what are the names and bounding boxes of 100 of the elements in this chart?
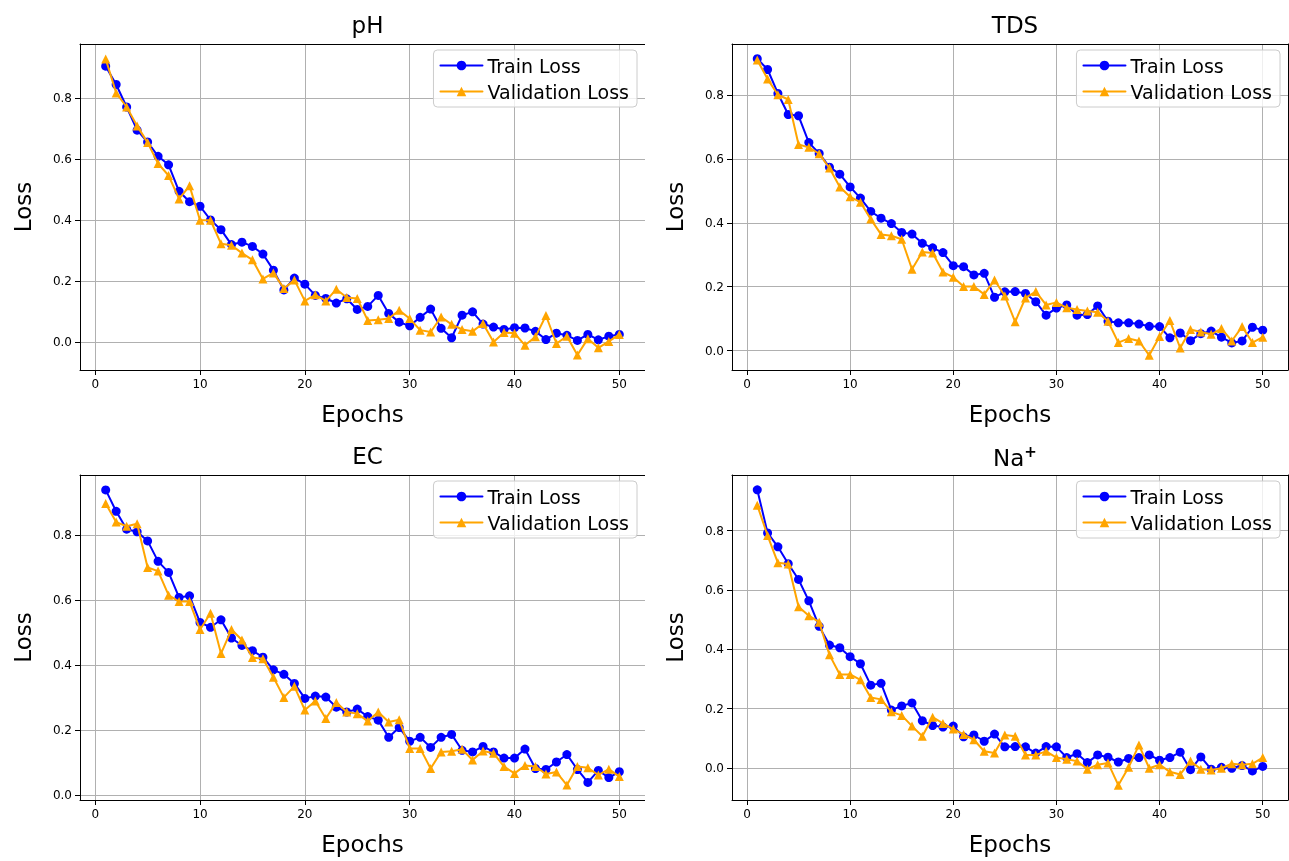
point bbox=[164, 171, 174, 180]
point bbox=[164, 590, 174, 600]
point bbox=[938, 718, 948, 728]
point bbox=[300, 279, 310, 289]
point bbox=[794, 111, 804, 121]
y-tick-label: 0.4 bbox=[52, 658, 72, 673]
point bbox=[1124, 333, 1134, 343]
point bbox=[886, 219, 896, 229]
chart-title: pH bbox=[351, 11, 384, 38]
legend-label: Validation Loss bbox=[1130, 511, 1273, 534]
point bbox=[897, 234, 907, 244]
point bbox=[794, 602, 804, 612]
point bbox=[415, 325, 425, 335]
x-axis-title: Epochs bbox=[968, 830, 1052, 857]
point bbox=[1031, 287, 1041, 297]
point bbox=[1103, 758, 1113, 768]
x-axis-title: Epochs bbox=[968, 400, 1052, 427]
point bbox=[845, 652, 855, 662]
point bbox=[216, 225, 226, 235]
point bbox=[352, 293, 362, 303]
point bbox=[948, 272, 958, 282]
point bbox=[835, 669, 845, 679]
x-tick-label: 0 bbox=[91, 377, 100, 391]
point bbox=[1175, 328, 1185, 338]
point bbox=[614, 772, 624, 782]
x-tick-label: 30 bbox=[1048, 377, 1065, 391]
point bbox=[226, 625, 236, 635]
point bbox=[1051, 742, 1061, 752]
point bbox=[468, 747, 478, 757]
y-tick-label: 0.2 bbox=[704, 701, 724, 716]
point bbox=[1144, 750, 1154, 760]
x-tick-label: 10 bbox=[842, 377, 858, 391]
point bbox=[938, 267, 948, 277]
x-tick-label: 50 bbox=[1255, 377, 1271, 391]
point bbox=[866, 214, 876, 224]
point bbox=[426, 764, 436, 774]
point bbox=[1186, 324, 1196, 334]
point bbox=[195, 625, 205, 635]
point bbox=[752, 485, 762, 495]
x-tick-label: 30 bbox=[1048, 807, 1065, 821]
point bbox=[907, 721, 917, 731]
point bbox=[855, 675, 865, 685]
chart-title: Na+ bbox=[993, 442, 1037, 471]
point bbox=[457, 325, 467, 335]
point bbox=[1041, 310, 1051, 320]
point bbox=[969, 270, 979, 280]
point bbox=[1113, 318, 1123, 328]
point bbox=[959, 262, 969, 272]
point bbox=[216, 615, 226, 625]
point bbox=[510, 323, 519, 333]
point bbox=[153, 566, 163, 576]
x-tick-label: 20 bbox=[945, 807, 961, 821]
x-tick-label: 10 bbox=[842, 807, 858, 821]
point bbox=[824, 650, 834, 660]
point bbox=[216, 239, 226, 249]
point bbox=[604, 336, 614, 346]
point bbox=[321, 714, 331, 724]
legend-label: Train Loss bbox=[486, 54, 581, 77]
point bbox=[101, 499, 111, 509]
point bbox=[405, 314, 415, 324]
x-tick-label: 20 bbox=[297, 377, 313, 391]
x-tick-label: 40 bbox=[1151, 807, 1168, 821]
point bbox=[436, 323, 446, 333]
point bbox=[447, 746, 457, 756]
point bbox=[752, 500, 762, 510]
point bbox=[604, 764, 614, 774]
point bbox=[1072, 756, 1082, 766]
point bbox=[143, 563, 153, 573]
y-tick-label: 0.6 bbox=[52, 152, 72, 167]
y-axis-title: Loss bbox=[661, 181, 688, 233]
point bbox=[1196, 752, 1206, 762]
x-tick-label: 0 bbox=[91, 807, 100, 821]
y-tick-label: 0.8 bbox=[52, 91, 72, 106]
point bbox=[247, 255, 257, 265]
point bbox=[845, 669, 855, 679]
point bbox=[1134, 753, 1144, 763]
legend-label: Train Loss bbox=[1129, 54, 1224, 77]
y-tick-label: 0.6 bbox=[704, 152, 724, 167]
point bbox=[917, 731, 927, 741]
point bbox=[897, 710, 907, 720]
y-tick-label: 0.0 bbox=[52, 335, 72, 349]
point bbox=[1237, 336, 1247, 346]
point bbox=[1258, 753, 1268, 763]
point bbox=[814, 617, 824, 627]
point bbox=[804, 142, 814, 152]
point bbox=[499, 762, 509, 772]
point bbox=[1020, 293, 1030, 303]
point bbox=[907, 264, 917, 274]
point bbox=[1216, 332, 1226, 342]
point bbox=[331, 284, 341, 294]
point bbox=[384, 732, 394, 742]
point bbox=[143, 536, 153, 546]
x-tick-label: 30 bbox=[402, 807, 418, 821]
point bbox=[1000, 730, 1010, 740]
x-tick-label: 20 bbox=[945, 377, 961, 391]
point bbox=[969, 735, 979, 745]
point bbox=[897, 228, 907, 238]
y-tick-label: 0.6 bbox=[52, 593, 72, 608]
y-tick-label: 0.8 bbox=[704, 88, 724, 103]
point bbox=[520, 744, 530, 754]
